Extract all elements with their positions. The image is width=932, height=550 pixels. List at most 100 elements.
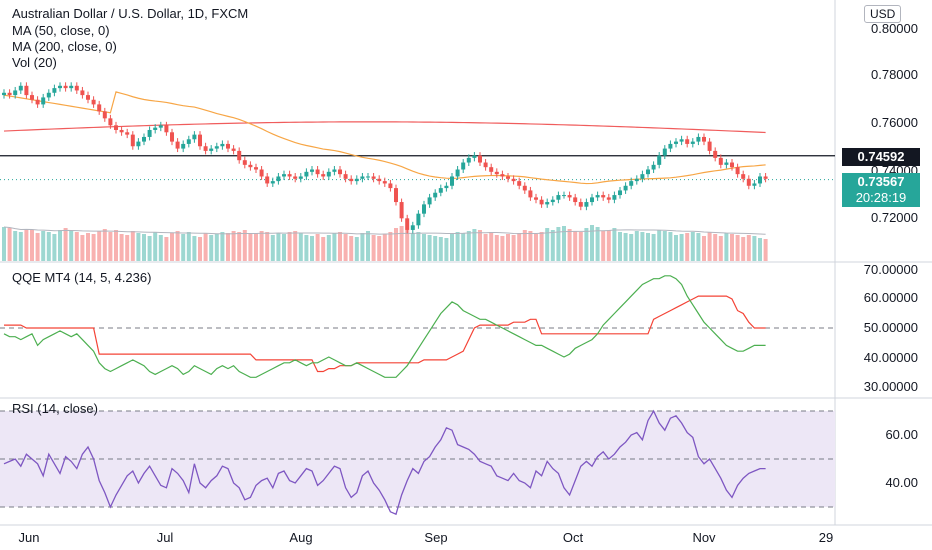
candle-body	[606, 197, 611, 200]
candle-body	[24, 85, 29, 96]
volume-bar	[175, 231, 180, 261]
candle-body	[618, 190, 622, 196]
volume-bar	[657, 230, 662, 261]
candle-body	[388, 183, 393, 189]
volume-bar	[500, 236, 505, 261]
volume-bar	[343, 234, 348, 261]
volume-bar	[332, 233, 337, 261]
volume-bar	[595, 227, 600, 261]
candle-body	[192, 134, 197, 140]
price-tick: 0.78000	[871, 67, 918, 82]
volume-bar	[724, 233, 729, 261]
x-tick: Oct	[562, 530, 584, 545]
vol-label[interactable]: Vol (20)	[12, 55, 57, 70]
candle-body	[500, 174, 505, 177]
candle-body	[427, 197, 432, 205]
volume-bar	[651, 234, 656, 261]
candle-body	[41, 97, 46, 105]
volume-bar	[30, 230, 34, 261]
volume-bar	[730, 234, 734, 261]
ma200-label[interactable]: MA (200, close, 0)	[12, 39, 117, 54]
volume-bar	[80, 235, 85, 261]
candle-body	[80, 90, 85, 96]
candle-body	[399, 202, 404, 219]
volume-bar	[707, 232, 712, 261]
rsi-label[interactable]: RSI (14, close)	[12, 401, 98, 416]
volume-bar	[539, 232, 544, 261]
volume-bar	[478, 230, 482, 261]
candle-body	[242, 160, 247, 165]
currency-button[interactable]: USD	[864, 5, 902, 23]
volume-bar	[702, 236, 706, 261]
volume-bar	[562, 226, 566, 261]
candle-body	[58, 85, 62, 89]
volume-bar	[136, 233, 141, 261]
volume-bar	[646, 233, 650, 261]
candle-body	[287, 174, 292, 177]
candle-body	[203, 146, 208, 151]
volume-bar	[489, 232, 494, 261]
candle-body	[506, 176, 510, 179]
countdown-badge: 20:28:19	[842, 189, 920, 207]
volume-bar	[265, 232, 270, 261]
qqe-label[interactable]: QQE MT4 (14, 5, 4.236)	[12, 270, 152, 285]
volume-bar	[567, 229, 572, 261]
volume-bar	[52, 234, 57, 261]
candle-body	[226, 143, 230, 149]
volume-bar	[203, 233, 208, 261]
volume-bar	[186, 232, 191, 261]
candle-body	[651, 164, 656, 170]
volume-bar	[170, 233, 174, 261]
volume-bar	[147, 236, 152, 261]
volume-bar	[522, 230, 527, 261]
ma50-label[interactable]: MA (50, close, 0)	[12, 23, 110, 38]
volume-bar	[640, 232, 645, 261]
candle-body	[752, 183, 757, 186]
candle-body	[237, 150, 242, 161]
candle-body	[679, 139, 684, 142]
rsi-tick: 40.00	[885, 475, 918, 490]
volume-bar	[310, 236, 314, 261]
volume-bar	[315, 234, 320, 261]
candle-body	[556, 195, 561, 200]
symbol-title[interactable]: Australian Dollar / U.S. Dollar, 1D, FXC…	[12, 6, 249, 21]
volume-bar	[164, 237, 169, 261]
volume-bar	[618, 232, 622, 261]
candle-body	[354, 178, 359, 182]
volume-bar	[102, 229, 107, 261]
volume-bar	[86, 233, 90, 261]
rsi-tick: 60.00	[885, 427, 918, 442]
volume-bar	[298, 233, 303, 261]
volume-bar	[198, 237, 202, 261]
candle-body	[108, 118, 113, 126]
volume-bar	[388, 232, 393, 261]
volume-bar	[528, 231, 533, 261]
volume-bar	[584, 228, 589, 261]
qqe-tick: 30.00000	[863, 379, 918, 394]
volume-bar	[181, 234, 186, 261]
candle-body	[198, 134, 202, 147]
volume-bar	[377, 236, 382, 261]
candle-body	[758, 176, 762, 184]
candle-body	[270, 181, 275, 184]
volume-bar	[685, 233, 690, 261]
qqe-slow-line	[4, 295, 766, 373]
candle-body	[405, 218, 410, 230]
volume-bar	[741, 237, 746, 261]
candle-body	[634, 178, 639, 182]
candle-body	[623, 185, 628, 191]
candle-body	[450, 176, 454, 186]
candle-body	[522, 185, 527, 191]
qqe-tick: 70.00000	[863, 262, 918, 277]
volume-bar	[214, 234, 219, 261]
candle-body	[7, 92, 12, 96]
candle-body	[69, 85, 74, 89]
volume-bar	[416, 232, 421, 261]
volume-bar	[550, 230, 555, 261]
candle-body	[718, 157, 723, 165]
candle-body	[735, 167, 740, 175]
candle-body	[125, 132, 130, 135]
candle-body	[186, 139, 191, 144]
candle-body	[332, 169, 337, 172]
